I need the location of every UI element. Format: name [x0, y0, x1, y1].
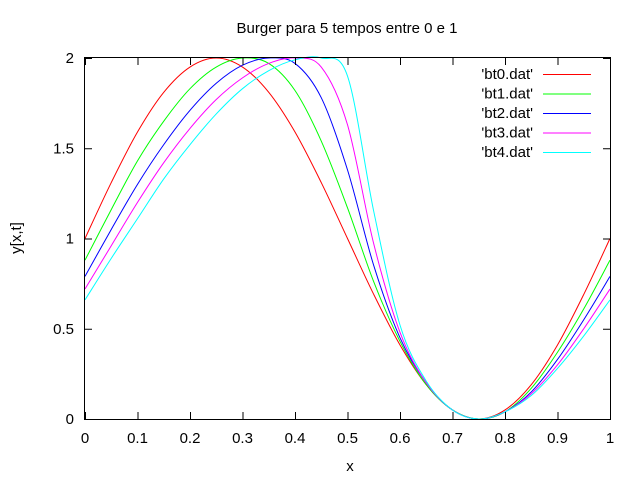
x-tick-label: 0.8: [495, 430, 516, 447]
y-tick-label: 0.5: [53, 321, 74, 338]
legend-label: 'bt1.dat': [481, 86, 533, 103]
x-tick-label: 0.9: [547, 430, 568, 447]
x-tick-label: 0.6: [390, 430, 411, 447]
x-tick-label: 0.5: [337, 430, 358, 447]
x-tick-label: 0: [81, 430, 89, 447]
x-tick-label: 0.7: [442, 430, 463, 447]
legend-label: 'bt0.dat': [481, 66, 533, 83]
y-tick-label: 2: [66, 50, 74, 67]
y-axis: 0 0.5 1 1.5 2: [53, 50, 610, 428]
legend-label: 'bt2.dat': [481, 105, 533, 122]
legend-label: 'bt3.dat': [481, 125, 533, 142]
legend-label: 'bt4.dat': [481, 144, 533, 161]
legend: 'bt0.dat' 'bt1.dat' 'bt2.dat' 'bt3.dat' 'bt4…: [481, 66, 591, 161]
y-tick-label: 1: [66, 231, 74, 248]
plot-area: [84, 56, 611, 420]
x-tick-label: 0.3: [232, 430, 253, 447]
chart-title: Burger para 5 tempos entre 0 e 1: [237, 20, 458, 37]
series-line-bt1: [84, 57, 611, 420]
x-tick-label: 1: [606, 430, 614, 447]
x-axis: 0 0.1 0.2 0.3 0.4 0.5 0.6 0.7 0.8 0.9 1: [81, 58, 614, 447]
series-line-bt4: [84, 56, 611, 420]
y-tick-label: 0: [66, 411, 74, 428]
x-tick-label: 0.4: [285, 430, 306, 447]
x-tick-label: 0.1: [127, 430, 148, 447]
plot-frame: [84, 57, 611, 420]
y-axis-label: y[x,t]: [8, 222, 25, 254]
x-tick-label: 0.2: [180, 430, 201, 447]
series-line-bt2: [84, 57, 611, 420]
y-tick-label: 1.5: [53, 140, 74, 157]
x-axis-label: x: [346, 458, 354, 475]
series-line-bt0: [84, 57, 611, 420]
series-line-bt3: [84, 57, 611, 420]
